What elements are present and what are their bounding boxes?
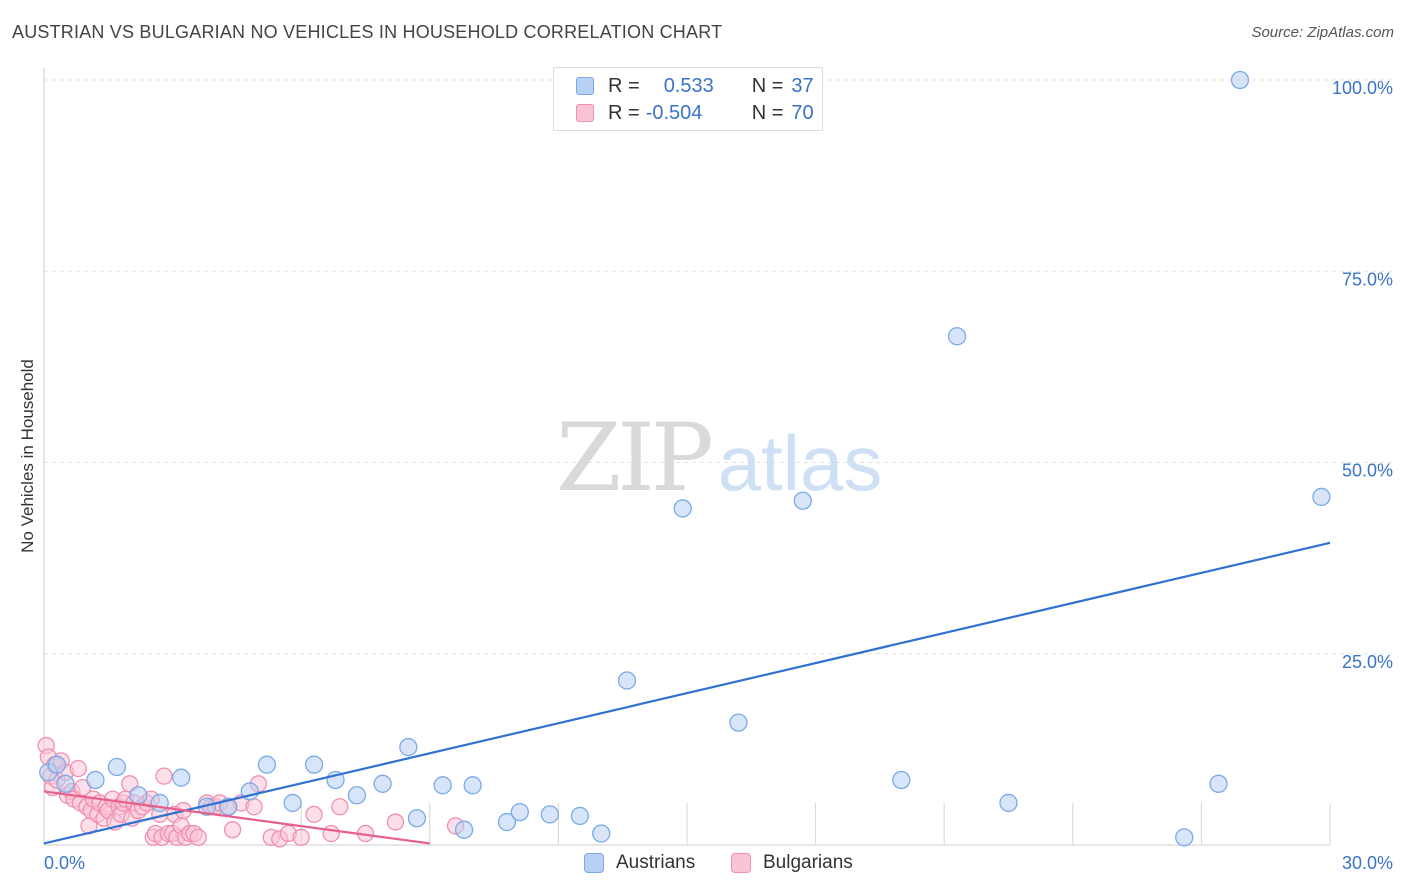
legend-r-value: -0.504	[645, 101, 703, 124]
point-bulgarians-66	[331, 798, 349, 816]
point-austrians-11	[257, 755, 277, 774]
point-austrians-15	[347, 786, 367, 805]
y-tick-label-2: 75.0%	[1342, 269, 1393, 289]
tick-labels: 25.0% 50.0% 75.0% 100.0% 0.0% 30.0%	[44, 78, 1393, 873]
point-bulgarians-50	[189, 828, 207, 846]
grid-lines	[44, 79, 1392, 655]
legend-r-value: 0.533	[663, 74, 714, 97]
series-austrians-points	[39, 70, 1331, 847]
point-austrians-26	[592, 824, 611, 843]
legend-r-label: R =	[608, 101, 640, 124]
point-austrians-29	[729, 713, 748, 732]
stats-legend: R = 0.533 N = 37 R = -0.504 N = 70	[553, 67, 823, 131]
point-bulgarians-63	[292, 828, 310, 846]
point-austrians-7	[172, 768, 191, 787]
series-bulgarians-points	[37, 736, 465, 848]
y-tick-label-0: 25.0%	[1342, 652, 1393, 672]
point-austrians-21	[463, 776, 482, 795]
point-austrians-18	[407, 809, 427, 828]
point-austrians-33	[999, 793, 1018, 813]
point-bulgarians-65	[322, 824, 340, 843]
watermark-zip: ZIP	[556, 404, 710, 513]
point-austrians-19	[433, 776, 452, 795]
point-austrians-13	[304, 755, 324, 774]
trend-line-bulgarians	[43, 790, 430, 845]
chart-title: AUSTRIAN VS BULGARIAN NO VEHICLES IN HOU…	[12, 22, 723, 42]
legend-row-bulgarians: R = -0.504 N = 70	[576, 101, 814, 125]
point-austrians-2	[56, 774, 75, 793]
legend-n-value: 37	[791, 74, 814, 97]
legend-n-label: N =	[751, 101, 784, 124]
point-austrians-34	[1175, 828, 1194, 847]
point-austrians-23	[510, 802, 529, 822]
point-austrians-4	[107, 757, 127, 777]
point-austrians-5	[129, 786, 148, 805]
legend-label-austrians: Austrians	[616, 852, 696, 873]
point-bulgarians-40	[155, 767, 173, 785]
y-tick-label-3: 100.0%	[1332, 78, 1393, 98]
trend-line-austrians	[43, 541, 1331, 845]
point-austrians-20	[454, 820, 474, 839]
legend-label-bulgarians: Bulgarians	[763, 852, 853, 873]
x-tick-label-min: 0.0%	[44, 853, 85, 873]
point-bulgarians-58	[245, 798, 263, 816]
point-austrians-17	[399, 737, 418, 757]
chart-source: Source: ZipAtlas.com	[1251, 24, 1394, 41]
point-bulgarians-11	[69, 759, 87, 778]
legend-swatch-bulgarians	[731, 853, 751, 873]
point-austrians-32	[947, 327, 967, 346]
point-austrians-28	[673, 499, 692, 518]
point-austrians-25	[570, 806, 589, 826]
point-bulgarians-64	[305, 805, 323, 824]
point-austrians-30	[793, 491, 812, 510]
legend-swatch-austrians	[584, 853, 604, 873]
y-tick-label-1: 50.0%	[1342, 461, 1393, 481]
legend-n-value: 70	[791, 101, 814, 124]
trend-lines	[43, 541, 1331, 845]
point-austrians-27	[617, 671, 637, 690]
point-austrians-1	[47, 755, 67, 774]
point-bulgarians-56	[223, 821, 242, 839]
point-austrians-31	[892, 770, 911, 790]
point-austrians-36	[1230, 70, 1250, 90]
point-austrians-37	[1312, 487, 1331, 507]
legend-item-bulgarians: Bulgarians	[731, 852, 853, 874]
legend-n-label: N =	[751, 74, 784, 97]
point-bulgarians-68	[386, 813, 405, 831]
watermark: ZIP atlas	[556, 404, 882, 513]
legend-swatch-austrians	[576, 77, 594, 95]
series-legend: Austrians Bulgarians	[0, 852, 1406, 878]
point-austrians-16	[373, 774, 392, 793]
legend-row-austrians: R = 0.533 N = 37	[576, 74, 814, 98]
legend-r-label: R =	[608, 74, 640, 97]
point-austrians-24	[540, 805, 559, 824]
legend-swatch-bulgarians	[576, 104, 594, 122]
x-tick-label-max: 30.0%	[1342, 853, 1393, 873]
point-austrians-3	[86, 770, 105, 790]
legend-item-austrians: Austrians	[584, 852, 695, 874]
point-austrians-12	[283, 793, 302, 813]
point-austrians-22	[497, 812, 517, 832]
point-austrians-35	[1209, 774, 1228, 793]
